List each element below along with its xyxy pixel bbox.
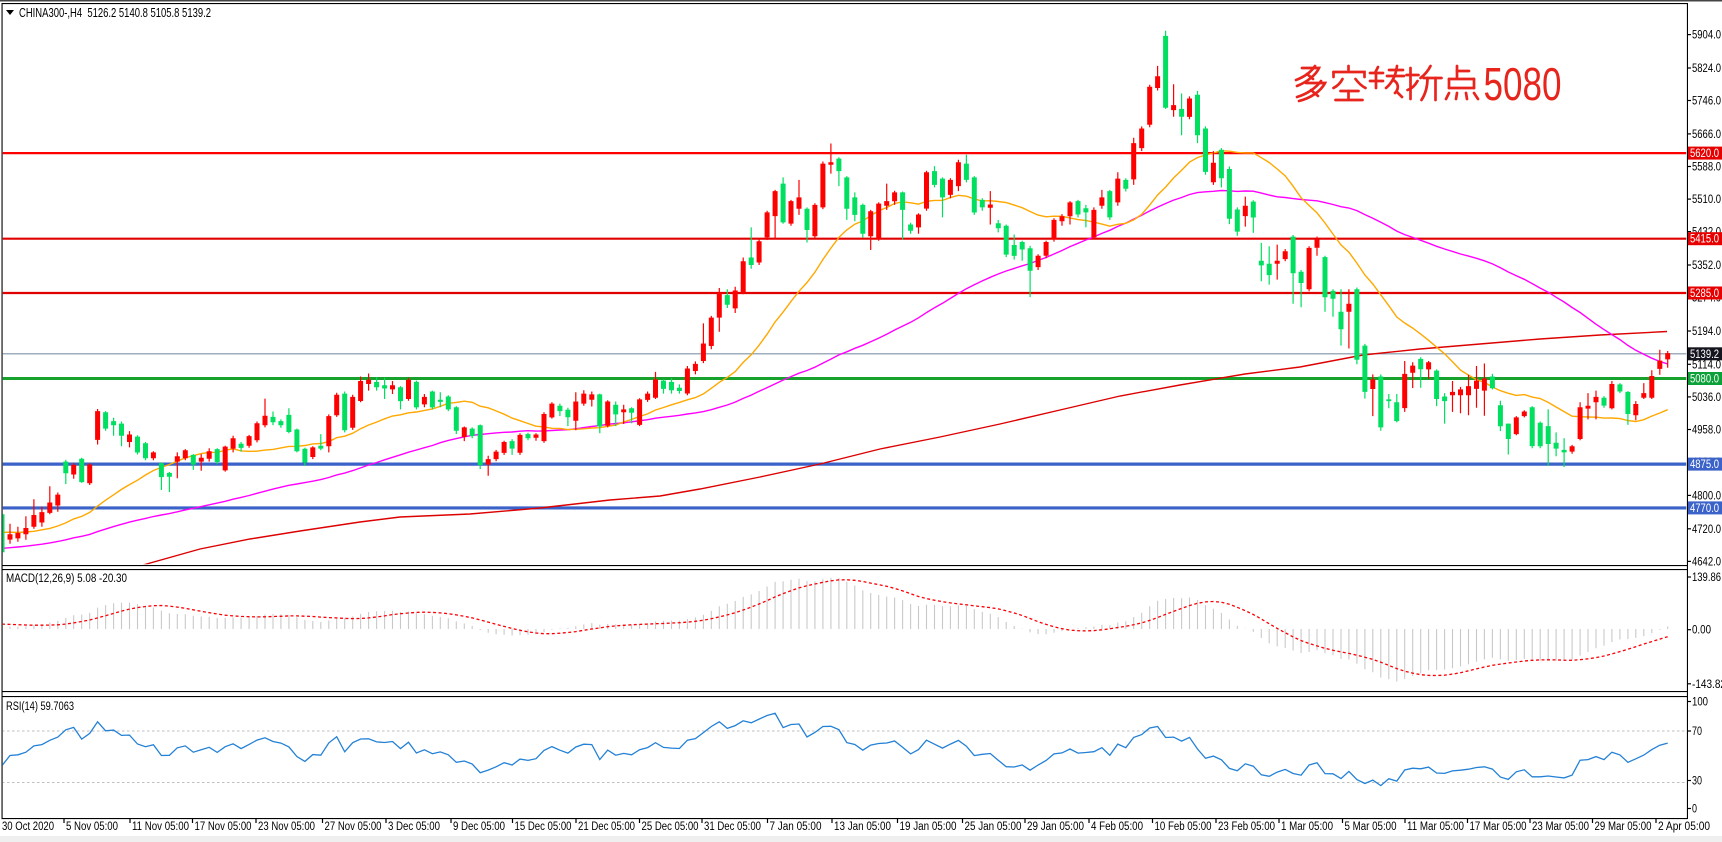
svg-text:5415.0: 5415.0 — [1690, 234, 1719, 246]
svg-text:5352.0: 5352.0 — [1692, 260, 1721, 272]
svg-text:5904.0: 5904.0 — [1692, 30, 1721, 42]
svg-text:5036.0: 5036.0 — [1692, 392, 1721, 404]
svg-text:17 Nov 05:00: 17 Nov 05:00 — [195, 821, 252, 833]
svg-text:5824.0: 5824.0 — [1692, 63, 1721, 75]
svg-text:139.86: 139.86 — [1692, 572, 1721, 584]
svg-text:5285.0: 5285.0 — [1690, 288, 1719, 300]
svg-text:19 Jan 05:00: 19 Jan 05:00 — [900, 821, 957, 833]
svg-text:2 Apr 05:00: 2 Apr 05:00 — [1658, 821, 1710, 833]
svg-text:27 Nov 05:00: 27 Nov 05:00 — [325, 821, 382, 833]
svg-text:5139.2: 5139.2 — [1690, 349, 1719, 361]
svg-text:0: 0 — [1692, 804, 1697, 816]
svg-text:15 Dec 05:00: 15 Dec 05:00 — [515, 821, 572, 833]
svg-text:3 Dec 05:00: 3 Dec 05:00 — [388, 821, 440, 833]
svg-text:CHINA300-,H4 5126.2 5140.8 51: CHINA300-,H4 5126.2 5140.8 5105.8 5139.2 — [19, 6, 211, 20]
svg-text:30: 30 — [1692, 776, 1702, 788]
svg-text:4 Feb 05:00: 4 Feb 05:00 — [1091, 821, 1143, 833]
svg-text:9 Dec 05:00: 9 Dec 05:00 — [453, 821, 505, 833]
svg-text:4770.0: 4770.0 — [1690, 503, 1719, 515]
svg-text:31 Dec 05:00: 31 Dec 05:00 — [704, 821, 761, 833]
svg-text:23 Nov 05:00: 23 Nov 05:00 — [258, 821, 315, 833]
svg-text:5510.0: 5510.0 — [1692, 194, 1721, 206]
svg-text:25 Jan 05:00: 25 Jan 05:00 — [965, 821, 1022, 833]
svg-text:1 Mar 05:00: 1 Mar 05:00 — [1281, 821, 1333, 833]
svg-text:0.00: 0.00 — [1692, 625, 1711, 637]
svg-text:MACD(12,26,9) 5.08 -20.30: MACD(12,26,9) 5.08 -20.30 — [6, 573, 127, 585]
svg-text:25 Dec 05:00: 25 Dec 05:00 — [642, 821, 699, 833]
svg-text:5114.0: 5114.0 — [1692, 359, 1721, 371]
svg-text:4958.0: 4958.0 — [1692, 425, 1721, 437]
svg-text:29 Jan 05:00: 29 Jan 05:00 — [1027, 821, 1084, 833]
svg-text:70: 70 — [1692, 726, 1702, 738]
svg-text:7 Jan 05:00: 7 Jan 05:00 — [770, 821, 822, 833]
svg-text:4800.0: 4800.0 — [1692, 490, 1721, 502]
svg-text:5 Nov 05:00: 5 Nov 05:00 — [66, 821, 118, 833]
svg-text:5620.0: 5620.0 — [1690, 148, 1719, 160]
svg-text:11 Mar 05:00: 11 Mar 05:00 — [1407, 821, 1464, 833]
svg-text:23 Feb 05:00: 23 Feb 05:00 — [1218, 821, 1275, 833]
svg-text:4642.0: 4642.0 — [1692, 556, 1721, 568]
svg-text:5 Mar 05:00: 5 Mar 05:00 — [1345, 821, 1397, 833]
svg-text:23 Mar 05:00: 23 Mar 05:00 — [1532, 821, 1589, 833]
svg-text:29 Mar 05:00: 29 Mar 05:00 — [1595, 821, 1652, 833]
svg-text:5194.0: 5194.0 — [1692, 326, 1721, 338]
svg-text:-143.82: -143.82 — [1692, 679, 1722, 691]
svg-text:4720.0: 4720.0 — [1692, 524, 1721, 536]
svg-text:5666.0: 5666.0 — [1692, 129, 1721, 141]
svg-text:30 Oct 2020: 30 Oct 2020 — [2, 821, 54, 833]
svg-text:11 Nov 05:00: 11 Nov 05:00 — [132, 821, 189, 833]
svg-text:17 Mar 05:00: 17 Mar 05:00 — [1470, 821, 1527, 833]
svg-text:5588.0: 5588.0 — [1692, 162, 1721, 174]
svg-text:10 Feb 05:00: 10 Feb 05:00 — [1155, 821, 1212, 833]
svg-text:4875.0: 4875.0 — [1690, 459, 1719, 471]
svg-text:13 Jan 05:00: 13 Jan 05:00 — [834, 821, 891, 833]
svg-text:21 Dec 05:00: 21 Dec 05:00 — [578, 821, 635, 833]
svg-text:5080: 5080 — [1484, 58, 1562, 110]
svg-text:5746.0: 5746.0 — [1692, 96, 1721, 108]
svg-text:5080.0: 5080.0 — [1690, 374, 1719, 386]
svg-text:RSI(14) 59.7063: RSI(14) 59.7063 — [6, 701, 74, 713]
svg-text:100: 100 — [1692, 697, 1708, 709]
